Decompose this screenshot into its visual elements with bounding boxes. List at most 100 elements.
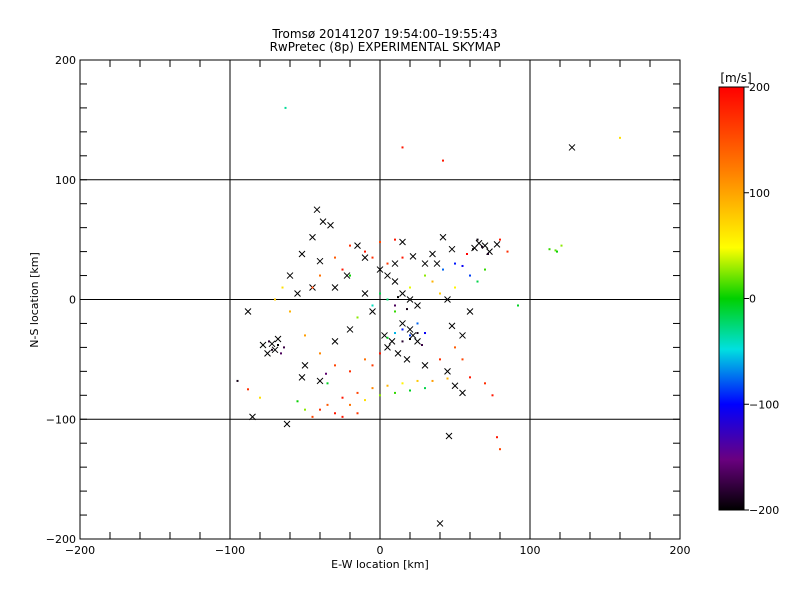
velocity-point	[356, 391, 359, 394]
x-marker	[429, 250, 436, 258]
x-marker	[394, 350, 402, 357]
x-marker-stroke	[421, 260, 429, 267]
velocity-point	[386, 384, 389, 387]
colorbar-tick-label: 200	[749, 81, 770, 94]
x-marker	[403, 356, 411, 363]
x-marker-stroke	[384, 272, 391, 279]
x-marker	[283, 420, 291, 428]
x-marker-stroke	[301, 362, 309, 369]
x-marker-stroke	[283, 420, 291, 428]
velocity-point	[319, 408, 321, 411]
velocity-point	[356, 412, 359, 415]
x-marker-stroke	[391, 278, 399, 285]
x-marker-stroke	[309, 233, 316, 241]
velocity-point	[334, 256, 336, 259]
velocity-point	[319, 352, 321, 355]
x-marker-stroke	[381, 332, 388, 339]
x-marker-stroke	[354, 242, 361, 249]
velocity-point	[442, 268, 444, 271]
x-tick-label: 0	[377, 544, 384, 557]
x-marker	[448, 245, 456, 253]
x-marker	[444, 296, 451, 303]
velocity-point	[281, 286, 284, 289]
velocity-point	[461, 264, 464, 267]
x-marker-stroke	[286, 272, 294, 279]
x-marker-stroke	[403, 356, 411, 363]
x-marker-stroke	[448, 245, 456, 253]
x-marker-stroke	[433, 260, 441, 267]
x-marker	[313, 206, 321, 214]
x-marker	[448, 322, 456, 330]
x-marker	[264, 350, 271, 357]
x-tick-label: 100	[520, 544, 541, 557]
x-marker	[249, 413, 256, 421]
y-tick-label: −100	[46, 413, 76, 426]
colorbar-tick-label: 0	[749, 293, 756, 306]
velocity-point	[394, 304, 396, 307]
x-marker-stroke	[274, 335, 282, 343]
axis-ticks	[79, 59, 681, 540]
velocity-point	[499, 238, 501, 241]
velocity-point	[431, 280, 434, 283]
velocity-point	[401, 340, 404, 343]
velocity-point	[349, 244, 351, 247]
velocity-point	[371, 387, 374, 390]
velocity-point	[454, 286, 456, 289]
velocity-point	[341, 396, 344, 399]
x-marker-stroke	[244, 308, 252, 315]
velocity-point	[560, 244, 563, 247]
x-marker	[361, 290, 369, 297]
velocity-point	[406, 308, 408, 311]
x-marker-stroke	[399, 320, 406, 327]
x-marker	[459, 332, 466, 339]
colorbar-tick-label: −200	[749, 504, 779, 517]
x-marker	[466, 308, 474, 315]
velocity-point	[289, 310, 291, 313]
x-tick-labels: −200 −100 0 100 200	[65, 544, 691, 557]
y-tick-label: 0	[69, 294, 76, 307]
x-marker-stroke	[346, 326, 354, 333]
x-tick-label: 200	[670, 544, 691, 557]
velocity-point	[424, 332, 426, 335]
velocity-point	[325, 372, 327, 375]
velocity-point	[461, 358, 464, 361]
velocity-point	[356, 316, 359, 319]
velocity-point	[506, 250, 509, 253]
velocity-point	[326, 382, 329, 385]
x-marker	[414, 338, 421, 345]
chart-title: Tromsø 20141207 19:54:00–19:55:43	[271, 27, 497, 41]
x-marker-stroke	[268, 340, 276, 348]
velocity-point	[496, 436, 498, 439]
x-marker-stroke	[568, 144, 576, 151]
velocity-point	[268, 340, 270, 343]
x-marker-stroke	[406, 326, 414, 333]
velocity-point	[284, 106, 287, 109]
velocity-point	[364, 399, 366, 402]
velocity-point	[349, 370, 351, 373]
x-marker-stroke	[369, 308, 376, 315]
x-marker-stroke	[391, 260, 399, 267]
x-marker-stroke	[298, 373, 306, 381]
velocity-point	[371, 304, 374, 307]
colorbar-tick-label: −100	[749, 398, 779, 411]
y-tick-label: −200	[46, 533, 76, 546]
x-marker-stroke	[445, 432, 453, 440]
x-marker	[399, 320, 406, 327]
x-marker	[319, 218, 327, 226]
x-marker-stroke	[316, 377, 324, 385]
velocity-point	[394, 391, 396, 394]
velocity-point	[548, 248, 551, 251]
x-marker	[244, 308, 252, 315]
velocity-point	[481, 245, 483, 248]
x-marker	[331, 338, 339, 345]
x-marker	[399, 238, 406, 246]
velocity-point	[386, 262, 389, 265]
x-marker	[294, 290, 301, 297]
x-marker	[406, 326, 414, 333]
x-marker	[445, 432, 453, 440]
x-marker	[439, 233, 447, 241]
x-marker-stroke	[361, 290, 369, 297]
x-marker-stroke	[429, 250, 436, 258]
x-marker	[436, 520, 444, 527]
x-marker	[298, 373, 306, 381]
